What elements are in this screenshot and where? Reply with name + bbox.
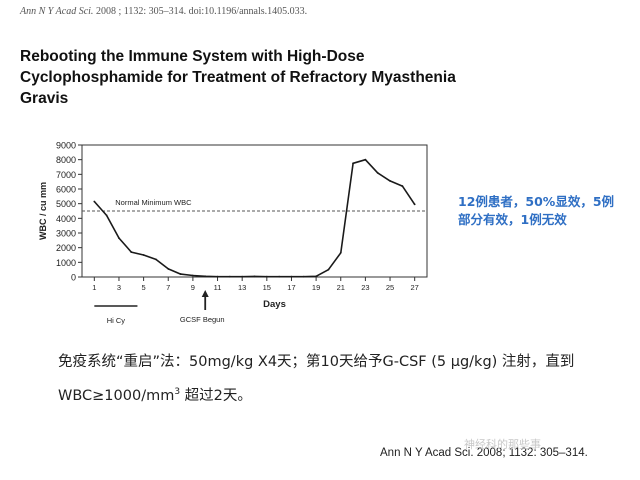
hi-cy-label: Hi Cy xyxy=(107,316,126,325)
wbc-data-point xyxy=(265,275,268,278)
wbc-data-point xyxy=(167,268,170,270)
x-tick-label: 5 xyxy=(142,283,146,292)
x-tick-label: 17 xyxy=(287,283,295,292)
wbc-data-point xyxy=(315,275,318,278)
wbc-data-point xyxy=(191,274,194,277)
watermark: 神经科的那些事 xyxy=(464,438,541,451)
y-tick-label: 2000 xyxy=(56,243,76,253)
y-axis-label: WBC / cu mm xyxy=(38,182,48,240)
method-text-superscript: 3 xyxy=(174,387,181,397)
wbc-data-point xyxy=(327,268,330,271)
wbc-data-point xyxy=(401,185,404,187)
x-tick-label: 19 xyxy=(312,283,320,292)
x-tick-label: 1 xyxy=(92,283,96,292)
wbc-data-point xyxy=(302,275,305,278)
wbc-data-point xyxy=(290,275,293,278)
journal-name: Ann N Y Acad Sci. xyxy=(20,6,94,17)
x-axis-label: Days xyxy=(263,299,286,310)
y-tick-label: 8000 xyxy=(56,155,76,165)
wbc-data-point xyxy=(339,251,342,254)
y-tick-label: 9000 xyxy=(56,141,76,151)
wbc-data-point xyxy=(253,275,256,278)
y-tick-label: 3000 xyxy=(56,229,76,239)
y-tick-label: 7000 xyxy=(56,170,76,180)
citation-bottom: Ann N Y Acad Sci. 2008; 1132: 305–314. xyxy=(380,447,588,459)
method-text-end: 超过2天。 xyxy=(180,387,252,404)
x-tick-label: 7 xyxy=(166,283,170,292)
x-tick-label: 25 xyxy=(386,283,394,292)
x-tick-label: 23 xyxy=(361,283,369,292)
x-tick-label: 9 xyxy=(191,283,195,292)
wbc-data-point xyxy=(118,237,120,240)
wbc-data-point xyxy=(352,162,354,165)
y-tick-label: 1000 xyxy=(56,258,76,268)
y-tick-label: 0 xyxy=(71,273,76,283)
x-tick-label: 27 xyxy=(411,283,419,292)
x-tick-label: 11 xyxy=(214,283,222,292)
method-text-main: 免疫系统“重启”法：50mg/kg X4天；第10天给予G-CSF (5 μg/… xyxy=(58,354,575,404)
wbc-data-point xyxy=(204,275,207,278)
wbc-data-point xyxy=(376,171,379,174)
result-summary-note: 12例患者，50%显效，5例部分有效，1例无效 xyxy=(458,194,615,227)
wbc-data-point xyxy=(105,214,108,217)
y-tick-label: 6000 xyxy=(56,185,76,195)
wbc-data-point xyxy=(130,251,133,253)
wbc-data-point xyxy=(413,203,416,206)
wbc-data-point xyxy=(216,275,219,278)
wbc-data-point xyxy=(241,275,244,278)
x-tick-label: 13 xyxy=(238,283,246,292)
paper-title: Rebooting the Immune System with High-Do… xyxy=(20,48,456,107)
citation-top: Ann N Y Acad Sci. 2008 ; 1132: 305–314. … xyxy=(20,6,307,17)
gcsf-label: GCSF Begun xyxy=(180,315,225,324)
method-description: 免疫系统“重启”法：50mg/kg X4天；第10天给予G-CSF (5 μg/… xyxy=(58,347,618,411)
wbc-data-point xyxy=(228,275,231,278)
x-tick-label: 21 xyxy=(337,283,345,292)
wbc-data-point xyxy=(389,180,391,182)
y-tick-label: 4000 xyxy=(56,214,76,224)
gcsf-arrow-head xyxy=(201,290,209,297)
wbc-data-point xyxy=(142,254,145,256)
wbc-data-point xyxy=(278,275,281,278)
wbc-series-line xyxy=(93,158,416,278)
wbc-data-point xyxy=(179,273,182,275)
x-tick-label: 3 xyxy=(117,283,121,292)
wbc-data-point xyxy=(155,258,157,261)
y-tick-label: 5000 xyxy=(56,199,76,209)
x-tick-label: 15 xyxy=(263,283,271,292)
wbc-data-point xyxy=(93,200,96,203)
citation-details: 2008 ; 1132: 305–314. doi:10.1196/annals… xyxy=(93,6,308,17)
wbc-data-point xyxy=(364,158,367,161)
normal-minimum-label: Normal Minimum WBC xyxy=(115,198,192,207)
